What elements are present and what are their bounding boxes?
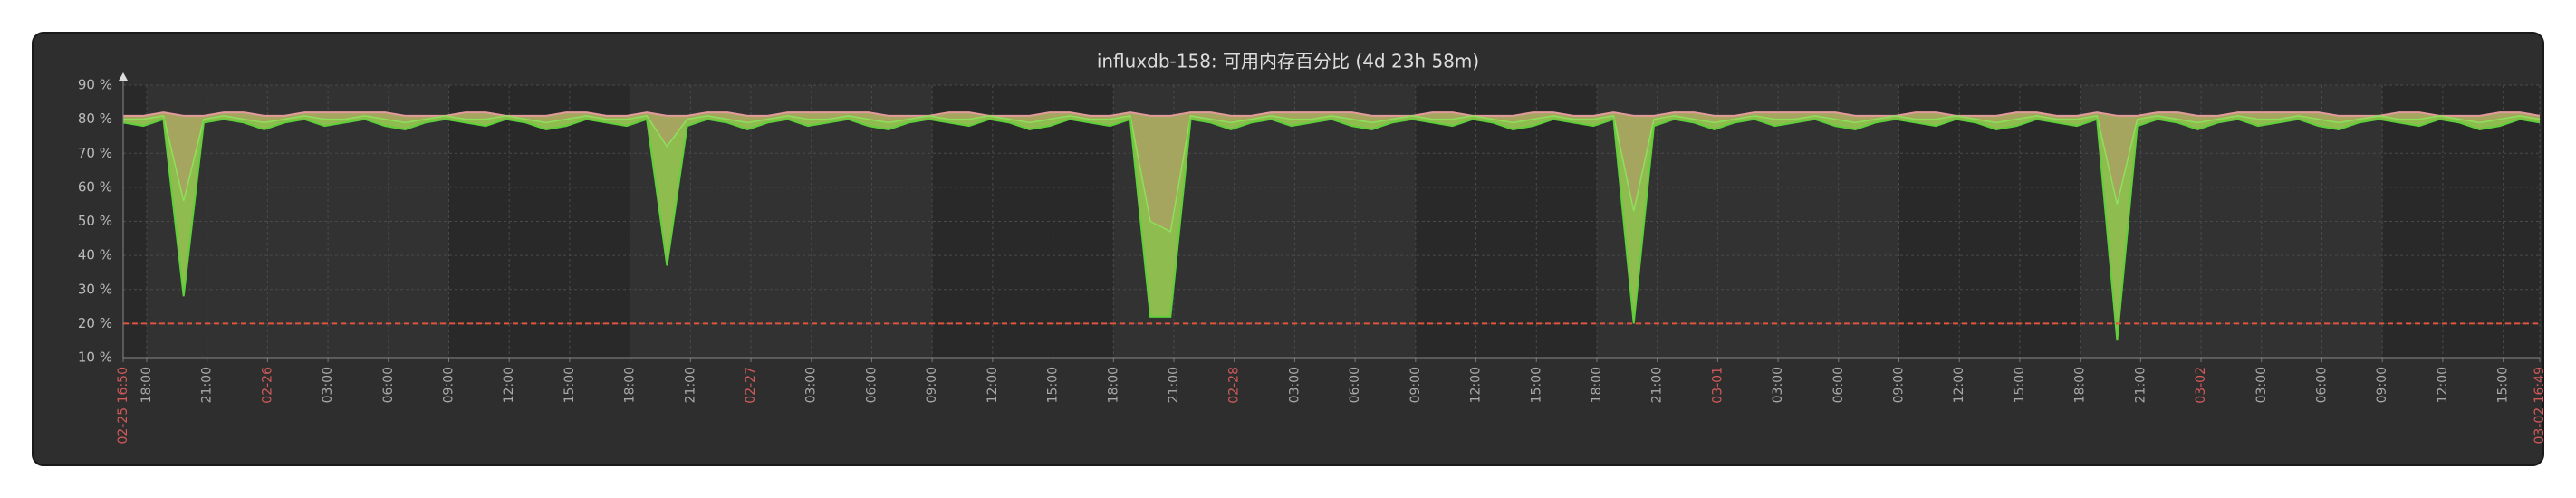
- x-tick-label: 03-01: [1710, 367, 1725, 404]
- series-line: [123, 111, 2541, 117]
- plot-area: 10 % 20 % 30 % 40 % 50 % 60 % 70 % 80 % 90 % 02-2…: [78, 77, 2547, 445]
- x-tick-label: 03:00: [321, 367, 335, 403]
- x-tick-label: 12:00: [2436, 367, 2450, 403]
- x-tick-label: 02-28: [1227, 367, 1242, 404]
- y-tick-label: 40 %: [78, 247, 112, 263]
- x-tick-label: 12:00: [1952, 367, 1966, 403]
- x-tick-label: 09:00: [1892, 367, 1907, 403]
- x-tick-label: 09:00: [2375, 367, 2389, 403]
- x-tick-label: 09:00: [441, 367, 456, 403]
- y-tick-label: 80 %: [78, 110, 112, 127]
- x-tick-label: 21:00: [683, 367, 697, 403]
- x-tick-label: 06:00: [381, 367, 396, 403]
- y-tick-label: 20 %: [78, 315, 112, 331]
- x-tick-label: 03:00: [2254, 367, 2269, 403]
- x-tick-label: 21:00: [2133, 367, 2148, 403]
- y-tick-label: 60 %: [78, 178, 112, 195]
- x-tick-label: 03:00: [1287, 367, 1302, 403]
- x-tick-label: 21:00: [200, 367, 215, 403]
- series-line: [123, 114, 2541, 233]
- x-tick-label: 06:00: [1348, 367, 1362, 403]
- x-tick-label: 18:00: [2073, 367, 2088, 403]
- x-tick-label: 02-27: [744, 367, 758, 404]
- x-tick-label: 03-02 16:49: [2533, 367, 2547, 444]
- y-axis-arrow: [119, 72, 128, 81]
- x-tick-label: 12:00: [1469, 367, 1484, 403]
- x-tick-label: 09:00: [925, 367, 939, 403]
- x-tick-label: 02-25 16:50: [116, 367, 130, 444]
- x-tick-label: 18:00: [1106, 367, 1120, 403]
- x-tick-label: 15:00: [562, 367, 577, 403]
- x-tick-label: 18:00: [623, 367, 638, 403]
- x-tick-label: 03-02: [2194, 367, 2208, 404]
- x-tick-label: 09:00: [1408, 367, 1423, 403]
- x-tick-label: 06:00: [2314, 367, 2329, 403]
- x-tick-label: 06:00: [864, 367, 879, 403]
- y-tick-label: 70 %: [78, 145, 112, 161]
- x-tick-label: 15:00: [1046, 367, 1061, 403]
- x-tick-label: 02-26: [260, 367, 274, 404]
- x-tick-label: 18:00: [139, 367, 154, 403]
- x-tick-label: 03:00: [804, 367, 819, 403]
- y-tick-label: 50 %: [78, 213, 112, 229]
- x-tick-label: 21:00: [1167, 367, 1181, 403]
- x-tick-label: 15:00: [2013, 367, 2027, 403]
- x-tick-label: 12:00: [502, 367, 516, 403]
- y-tick-label: 90 %: [78, 77, 112, 93]
- series-line: [122, 118, 2541, 341]
- x-tick-label: 21:00: [1650, 367, 1665, 403]
- graph-title: influxdb-158: 可用内存百分比 (4d 23h 58m): [1097, 51, 1479, 72]
- x-tick-label: 06:00: [1831, 367, 1846, 403]
- x-tick-label: 12:00: [985, 367, 1000, 403]
- x-tick-label: 15:00: [1529, 367, 1543, 403]
- x-tick-label: 15:00: [2496, 367, 2511, 403]
- x-tick-label: 03:00: [1771, 367, 1785, 403]
- x-tick-label: 18:00: [1590, 367, 1604, 403]
- y-tick-label: 10 %: [78, 350, 112, 366]
- y-tick-label: 30 %: [78, 281, 112, 297]
